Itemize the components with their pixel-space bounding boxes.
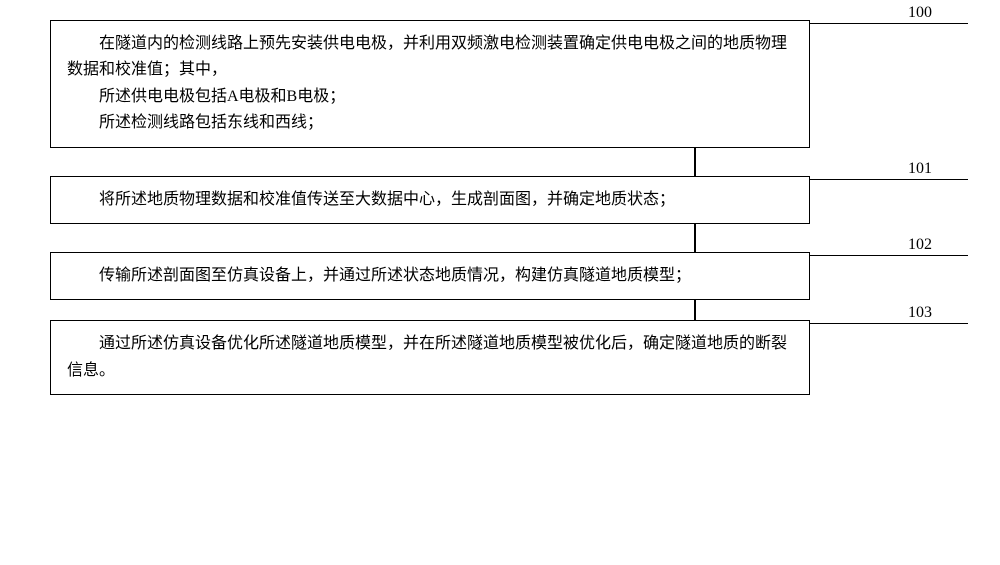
step-101-label-line bbox=[810, 179, 968, 180]
step-100-label: 100 bbox=[908, 4, 932, 22]
step-102-line-0: 传输所述剖面图至仿真设备上，并通过所述状态地质情况，构建仿真隧道地质模型； bbox=[67, 263, 793, 289]
step-101-container: 101 将所述地质物理数据和校准值传送至大数据中心，生成剖面图，并确定地质状态； bbox=[40, 176, 960, 224]
step-100-box: 在隧道内的检测线路上预先安装供电电极，并利用双频激电检测装置确定供电电极之间的地… bbox=[50, 20, 810, 148]
step-101-line-0: 将所述地质物理数据和校准值传送至大数据中心，生成剖面图，并确定地质状态； bbox=[67, 187, 793, 213]
step-100-line-2: 所述检测线路包括东线和西线； bbox=[67, 110, 793, 136]
connector-2-3 bbox=[694, 300, 696, 320]
step-103-line-0: 通过所述仿真设备优化所述隧道地质模型，并在所述隧道地质模型被优化后，确定隧道地质… bbox=[67, 331, 793, 384]
step-103-box: 通过所述仿真设备优化所述隧道地质模型，并在所述隧道地质模型被优化后，确定隧道地质… bbox=[50, 320, 810, 395]
step-102-box: 传输所述剖面图至仿真设备上，并通过所述状态地质情况，构建仿真隧道地质模型； bbox=[50, 252, 810, 300]
connector-0-1 bbox=[694, 148, 696, 176]
step-101-label: 101 bbox=[908, 160, 932, 178]
step-100-line-1: 所述供电电极包括A电极和B电极； bbox=[67, 84, 793, 110]
step-101-box: 将所述地质物理数据和校准值传送至大数据中心，生成剖面图，并确定地质状态； bbox=[50, 176, 810, 224]
step-102-container: 102 传输所述剖面图至仿真设备上，并通过所述状态地质情况，构建仿真隧道地质模型… bbox=[40, 252, 960, 300]
step-103-label: 103 bbox=[908, 304, 932, 322]
step-103-label-line bbox=[810, 323, 968, 324]
step-102-label: 102 bbox=[908, 236, 932, 254]
step-100-container: 100 在隧道内的检测线路上预先安装供电电极，并利用双频激电检测装置确定供电电极… bbox=[40, 20, 960, 148]
flowchart-container: 100 在隧道内的检测线路上预先安装供电电极，并利用双频激电检测装置确定供电电极… bbox=[40, 20, 960, 395]
step-102-label-line bbox=[810, 255, 968, 256]
step-100-line-0: 在隧道内的检测线路上预先安装供电电极，并利用双频激电检测装置确定供电电极之间的地… bbox=[67, 31, 793, 84]
step-100-label-line bbox=[810, 23, 968, 24]
step-103-container: 103 通过所述仿真设备优化所述隧道地质模型，并在所述隧道地质模型被优化后，确定… bbox=[40, 320, 960, 395]
connector-1-2 bbox=[694, 224, 696, 252]
